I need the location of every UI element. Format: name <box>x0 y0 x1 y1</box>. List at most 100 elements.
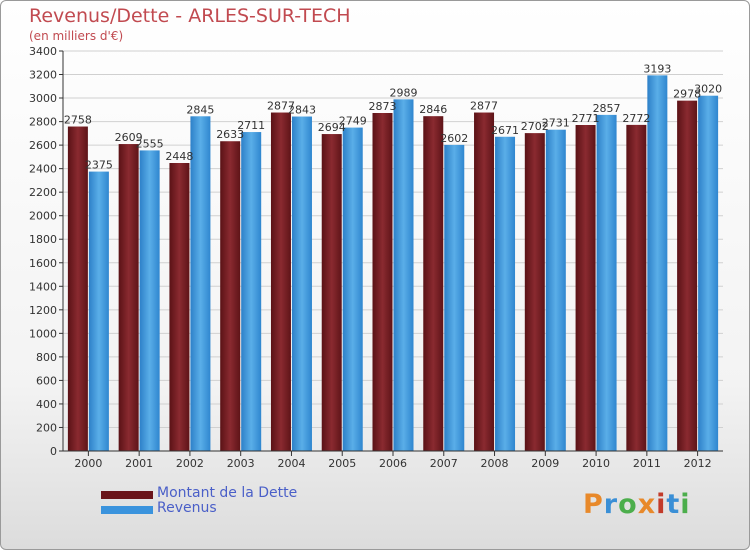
bar-debt <box>575 125 596 451</box>
logo-letter: P <box>583 489 604 520</box>
legend-label-debt: Montant de la Dette <box>157 485 298 501</box>
bar-revenue <box>698 95 719 452</box>
data-label-revenue: 2845 <box>186 103 214 116</box>
data-label-debt: 2694 <box>318 121 346 134</box>
x-tick-label: 2009 <box>531 457 559 470</box>
x-tick-label: 2006 <box>379 457 407 470</box>
bar-revenue <box>342 127 363 452</box>
logo-letter: r <box>603 489 619 520</box>
bar-debt <box>118 144 139 451</box>
y-tick-label: 3400 <box>29 45 57 58</box>
x-tick-label: 2004 <box>277 457 305 470</box>
bar-revenue <box>190 116 211 451</box>
data-label-debt: 2846 <box>419 103 447 116</box>
y-tick-label: 0 <box>50 445 57 458</box>
bar-debt <box>321 134 342 451</box>
y-tick-label: 200 <box>36 421 57 434</box>
bar-revenue <box>241 132 262 451</box>
data-label-debt: 2873 <box>369 100 397 113</box>
data-label-revenue: 2857 <box>593 102 621 115</box>
y-tick-label: 1600 <box>29 257 57 270</box>
bar-revenue <box>495 136 516 451</box>
bar-revenue <box>596 114 617 451</box>
axes: 0 200 400 600 800 1000 1200 1400 1600 1800 2000 220… <box>29 45 723 470</box>
data-label-debt: 2609 <box>115 131 143 144</box>
x-tick-label: 2008 <box>481 457 509 470</box>
y-tick-label: 1400 <box>29 280 57 293</box>
bar-revenue <box>545 129 566 452</box>
bar-revenue <box>291 116 312 451</box>
legend-label-revenue: Revenus <box>157 500 217 516</box>
data-label-revenue: 2602 <box>440 132 468 145</box>
bar-debt <box>423 116 444 452</box>
bar-revenue <box>647 75 668 452</box>
legend-swatch-debt <box>101 491 153 499</box>
legend-swatch-revenue <box>101 506 153 514</box>
data-label-debt: 2758 <box>64 114 92 127</box>
bar-revenue <box>444 144 465 451</box>
logo-letter: i <box>680 489 691 520</box>
x-tick-label: 2003 <box>227 457 255 470</box>
data-label-debt: 2772 <box>622 112 650 125</box>
data-label-revenue: 2843 <box>288 104 316 117</box>
x-tick-label: 2011 <box>633 457 661 470</box>
bar-debt <box>220 141 241 451</box>
logo-letter: o <box>618 489 638 520</box>
y-tick-label: 3000 <box>29 92 57 105</box>
y-tick-label: 800 <box>36 351 57 364</box>
y-tick-label: 2800 <box>29 116 57 129</box>
x-tick-label: 2007 <box>430 457 458 470</box>
logo-letter: x <box>637 489 657 520</box>
data-label-revenue: 3020 <box>694 83 722 96</box>
y-tick-label: 1200 <box>29 304 57 317</box>
y-tick-label: 2200 <box>29 186 57 199</box>
data-label-revenue: 2671 <box>491 124 519 137</box>
x-tick-label: 2012 <box>684 457 712 470</box>
y-tick-label: 2400 <box>29 163 57 176</box>
data-label-revenue: 2555 <box>136 137 164 150</box>
bar-debt <box>169 163 190 451</box>
proxiti-logo: Proxiti <box>583 489 691 520</box>
bar-debt <box>372 113 393 451</box>
bar-debt <box>270 112 291 451</box>
x-tick-label: 2005 <box>328 457 356 470</box>
data-label-revenue: 2711 <box>237 119 265 132</box>
bar-debt <box>67 126 88 451</box>
data-label-debt: 2448 <box>165 150 193 163</box>
y-tick-label: 400 <box>36 398 57 411</box>
y-tick-label: 1800 <box>29 233 57 246</box>
data-label-debt: 2702 <box>521 120 549 133</box>
data-labels: 2758237526092555244828452633271128772843… <box>64 62 722 171</box>
data-label-revenue: 2989 <box>390 86 418 99</box>
data-label-debt: 2771 <box>572 112 600 125</box>
bar-revenue <box>393 99 414 452</box>
x-tick-label: 2000 <box>74 457 102 470</box>
logo-letter: i <box>656 489 667 520</box>
bar-revenue <box>139 150 160 452</box>
data-label-revenue: 2731 <box>542 117 570 130</box>
data-label-revenue: 2749 <box>339 115 367 128</box>
logo-letter: t <box>666 489 681 520</box>
bar-debt <box>626 124 647 451</box>
y-tick-label: 3200 <box>29 69 57 82</box>
bar-revenue <box>88 171 109 451</box>
x-tick-label: 2010 <box>582 457 610 470</box>
data-label-debt: 2633 <box>216 128 244 141</box>
y-tick-label: 2000 <box>29 210 57 223</box>
data-label-revenue: 2375 <box>85 159 113 172</box>
data-label-debt: 2877 <box>267 100 295 113</box>
x-tick-label: 2002 <box>176 457 204 470</box>
bars <box>67 75 719 452</box>
data-label-debt: 2877 <box>470 100 498 113</box>
data-label-debt: 2978 <box>673 88 701 101</box>
bar-debt <box>474 112 495 451</box>
data-label-revenue: 3193 <box>643 62 671 75</box>
y-tick-label: 2600 <box>29 139 57 152</box>
chart-title: Revenus/Dette - ARLES-SUR-TECH <box>29 5 351 27</box>
y-tick-label: 600 <box>36 374 57 387</box>
x-tick-label: 2001 <box>125 457 153 470</box>
bar-debt <box>677 100 698 451</box>
y-tick-label: 1000 <box>29 327 57 340</box>
chart-subtitle: (en milliers d'€) <box>29 29 124 43</box>
